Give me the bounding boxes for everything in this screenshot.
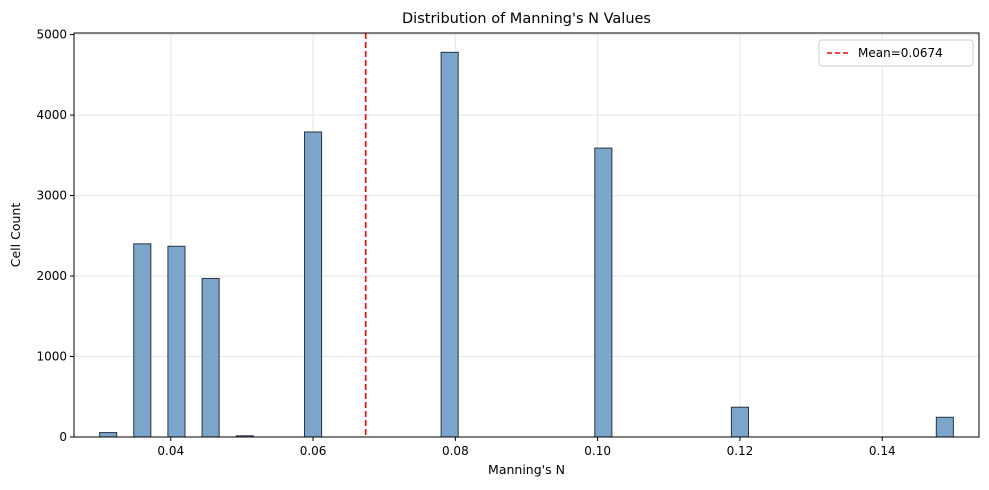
x-axis-ticks: 0.04 0.06 0.08 0.10 0.12 0.14 [157, 437, 896, 458]
histogram-bar [304, 131, 323, 438]
x-tick-label: 0.12 [727, 444, 754, 458]
x-axis-label: Manning's N [488, 462, 565, 477]
histogram-bar [594, 147, 613, 438]
y-tick-label: 0 [59, 430, 67, 444]
histogram-bar [935, 416, 954, 438]
chart-title: Distribution of Manning's N Values [402, 11, 651, 27]
x-tick-label: 0.04 [157, 444, 184, 458]
histogram-bar [201, 277, 220, 438]
histogram-bar [99, 432, 118, 438]
x-tick-label: 0.10 [584, 444, 611, 458]
plot-frame [73, 32, 980, 438]
y-tick-label: 1000 [36, 350, 67, 364]
histogram-bar [440, 51, 459, 438]
x-tick-label: 0.14 [869, 444, 896, 458]
y-tick-label: 4000 [36, 108, 67, 122]
y-tick-label: 3000 [36, 189, 67, 203]
histogram-bars [99, 51, 954, 438]
x-tick-label: 0.06 [300, 444, 327, 458]
y-tick-label: 2000 [36, 269, 67, 283]
legend-box [818, 39, 974, 67]
y-axis-label: Cell Count [8, 203, 23, 268]
x-tick-label: 0.08 [442, 444, 469, 458]
histogram-bar [133, 243, 152, 438]
y-tick-label: 5000 [36, 28, 67, 42]
histogram-bar [167, 245, 186, 438]
y-axis-ticks: 0 1000 2000 3000 4000 5000 [36, 28, 74, 444]
legend-label-mean: Mean=0.0674 [858, 46, 943, 60]
histogram-bar [730, 406, 749, 438]
legend: Mean=0.0674 [818, 39, 974, 67]
